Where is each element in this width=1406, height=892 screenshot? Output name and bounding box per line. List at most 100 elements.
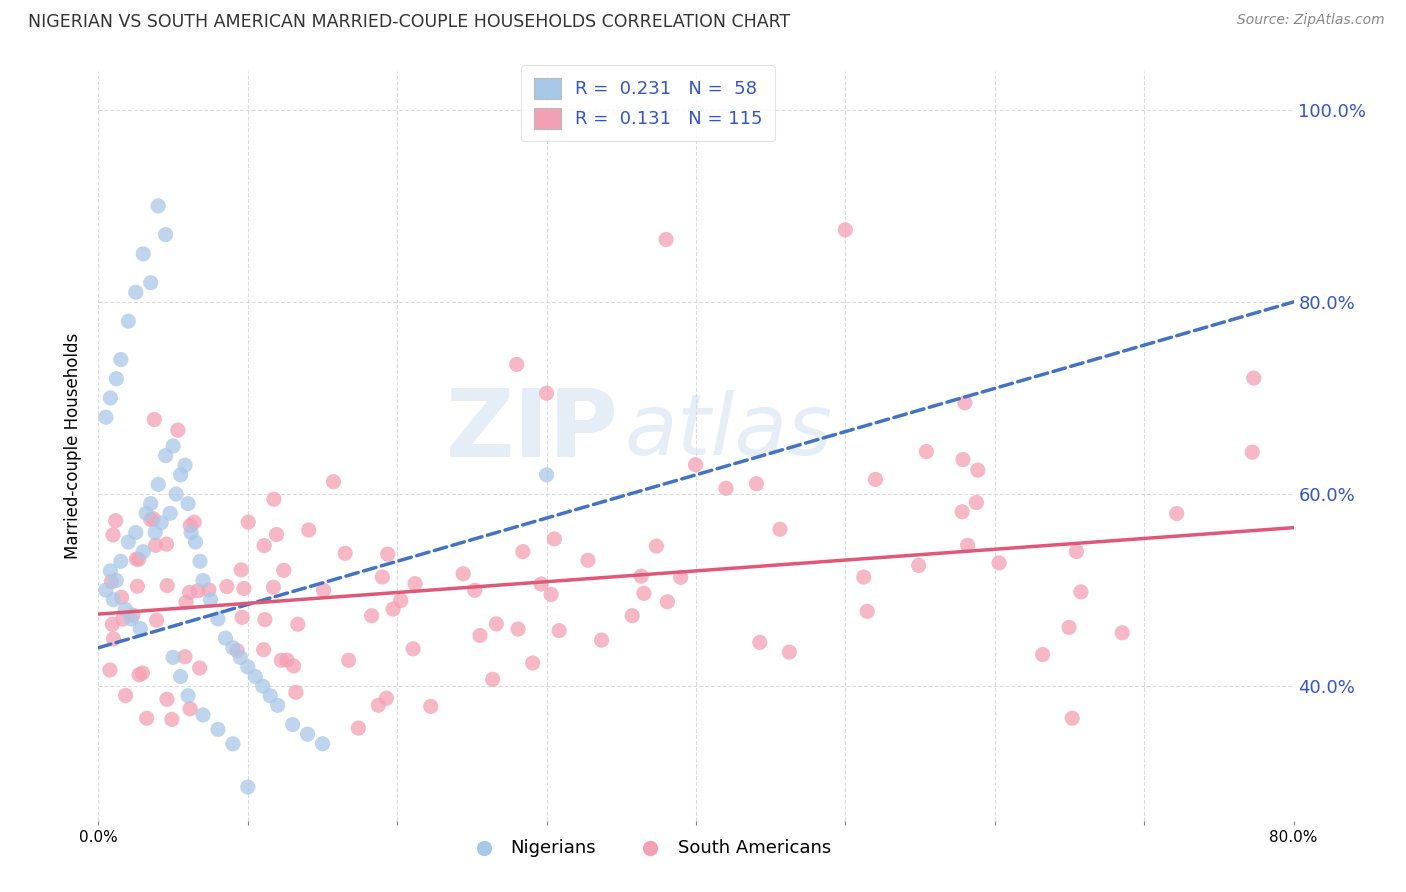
Point [238,515,260,529]
Point [174,649,197,664]
Point [120,612,142,626]
Point [139,512,162,526]
Point [1166,507,1188,521]
Point [1243,371,1265,385]
Point [404,576,426,591]
Point [155,449,177,463]
Point [179,518,201,533]
Point [105,574,128,588]
Point [174,595,197,609]
Point [367,698,389,713]
Point [714,481,737,495]
Point [117,314,139,328]
Point [169,669,191,683]
Point [103,592,125,607]
Text: Source: ZipAtlas.com: Source: ZipAtlas.com [1237,13,1385,28]
Point [312,583,335,598]
Point [630,569,652,583]
Point [162,439,184,453]
Point [174,458,197,473]
Point [135,711,157,725]
Point [633,586,655,600]
Point [114,689,136,703]
Point [748,635,770,649]
Point [132,247,155,261]
Point [117,535,139,549]
Point [1327,703,1350,717]
Point [506,357,529,371]
Point [263,492,285,507]
Point [834,223,856,237]
Point [1066,544,1088,558]
Point [371,570,394,584]
Point [187,583,209,598]
Point [128,667,150,681]
Point [104,514,127,528]
Point [252,642,274,657]
Point [267,698,290,713]
Legend: Nigerians, South Americans: Nigerians, South Americans [458,831,838,864]
Point [145,613,167,627]
Point [262,580,284,594]
Point [150,516,173,530]
Point [101,528,124,542]
Point [215,580,238,594]
Point [127,579,149,593]
Point [200,592,222,607]
Point [125,285,148,300]
Point [485,616,508,631]
Point [266,527,288,541]
Point [333,546,356,560]
Point [375,691,398,706]
Point [481,673,503,687]
Point [297,727,319,741]
Point [94,583,117,598]
Point [143,412,166,426]
Point [1032,648,1054,662]
Point [191,708,214,723]
Point [145,538,167,552]
Point [1070,585,1092,599]
Point [156,578,179,592]
Point [229,650,252,665]
Point [464,583,486,598]
Point [591,633,613,648]
Point [253,539,276,553]
Point [273,563,295,577]
Point [148,477,170,491]
Point [180,525,202,540]
Point [530,577,553,591]
Point [253,613,276,627]
Point [142,512,165,526]
Point [139,276,162,290]
Point [100,574,122,589]
Point [98,663,121,677]
Point [184,535,207,549]
Point [865,472,887,486]
Point [852,570,875,584]
Point [283,659,305,673]
Point [114,602,136,616]
Point [1062,711,1084,725]
Point [231,563,253,577]
Point [131,666,153,681]
Point [165,487,187,501]
Point [236,780,259,794]
Point [506,622,529,636]
Point [536,467,558,482]
Point [548,624,571,638]
Point [669,570,692,584]
Point [105,372,128,386]
Point [143,525,166,540]
Point [179,585,201,599]
Point [298,523,321,537]
Point [110,352,132,367]
Point [94,410,117,425]
Point [139,497,162,511]
Point [540,587,562,601]
Point [160,713,183,727]
Point [966,463,988,477]
Point [856,604,879,618]
Point [769,522,792,536]
Y-axis label: Married-couple Households: Married-couple Households [65,333,83,559]
